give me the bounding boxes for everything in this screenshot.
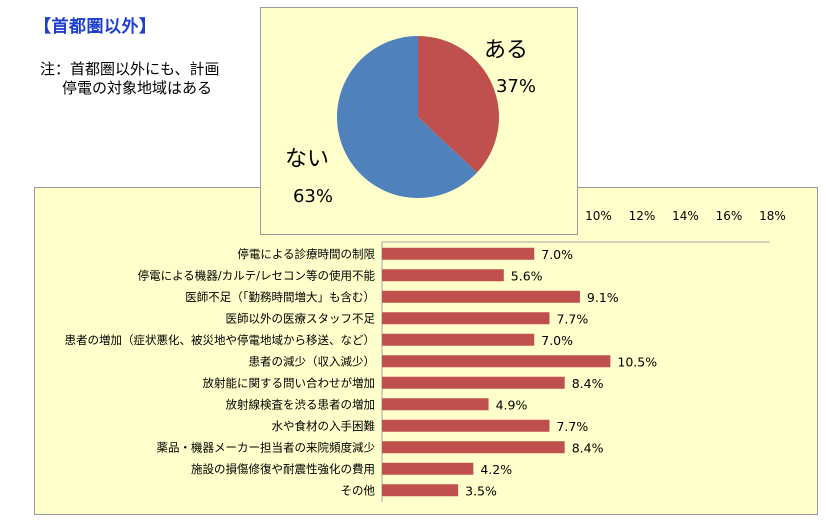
x-tick-label: 16% — [716, 209, 743, 223]
x-tick-label: 18% — [759, 209, 786, 223]
bar-value-label: 7.0% — [541, 333, 573, 348]
bar-chart: 10% 12% 14% 16% 18% 停電による診療時間の制限 7.0% 停電による機器/カ… — [65, 209, 786, 502]
bar — [382, 355, 611, 368]
bar — [382, 290, 580, 303]
bar — [382, 376, 565, 389]
category-label: 医師以外の医療スタッフ不足 — [226, 311, 376, 325]
bar — [382, 419, 550, 432]
bar-value-label: 9.1% — [587, 290, 619, 305]
bar-value-label: 10.5% — [617, 354, 657, 369]
bar — [382, 247, 535, 260]
category-label: 水や食材の入手困難 — [272, 419, 376, 433]
pie-slice-label: ある — [484, 38, 528, 63]
category-label: その他 — [341, 483, 376, 497]
category-label: 患者の減少（収入減少） — [249, 354, 376, 368]
category-label: 施設の損傷修復や耐震性強化の費用 — [191, 462, 375, 476]
bar-value-label: 7.7% — [556, 311, 588, 326]
bar-value-label: 8.4% — [572, 376, 604, 391]
bar-value-label: 7.0% — [541, 247, 573, 262]
category-label: 患者の増加（症状悪化、被災地や停電地域から移送、など） — [65, 333, 376, 347]
pie-slice-value: 37% — [496, 76, 536, 97]
footnote-line-1: 注：首都圏以外にも、計画 — [40, 60, 220, 78]
bar-value-label: 3.5% — [465, 483, 497, 498]
bar-value-label: 4.9% — [496, 397, 528, 412]
bar — [382, 484, 459, 497]
category-label: 医師不足（「勤務時間増大」も含む） — [185, 290, 375, 304]
pie-slice-0 — [418, 36, 499, 173]
pie-chart-panel: ある 37% ない 63% — [260, 7, 578, 235]
bar-chart-panel: 10% 12% 14% 16% 18% 停電による診療時間の制限 7.0% 停電による機器/カ… — [34, 187, 818, 515]
pie-slice-label: ない — [285, 147, 329, 172]
category-label: 停電による診療時間の制限 — [237, 247, 375, 261]
bar-value-label: 4.2% — [480, 462, 512, 477]
bar-value-label: 5.6% — [511, 268, 543, 283]
category-label: 放射能に関する問い合わせが増加 — [203, 376, 376, 390]
category-label: 薬品・機器メーカー担当者の来院頻度減少 — [157, 440, 376, 454]
x-tick-label: 12% — [629, 209, 656, 223]
pie-slice-1 — [337, 36, 478, 198]
x-tick-label: 10% — [585, 209, 612, 223]
bar-value-label: 8.4% — [572, 440, 604, 455]
page-heading: 【首都圏以外】 — [34, 17, 157, 37]
category-label: 放射線検査を渋る患者の増加 — [226, 397, 376, 411]
pie-slice-value: 63% — [293, 186, 333, 207]
bar — [382, 312, 550, 325]
x-tick-label: 14% — [672, 209, 699, 223]
category-label: 停電による機器/カルテ/レセコン等の使用不能 — [138, 268, 376, 282]
footnote: 注：首都圏以外にも、計画 停電の対象地域はある — [40, 60, 220, 98]
bar — [382, 398, 489, 411]
bar — [382, 333, 535, 346]
bar-value-label: 7.7% — [556, 419, 588, 434]
footnote-line-2: 停電の対象地域はある — [62, 79, 213, 97]
bar — [382, 269, 504, 282]
pie-chart: ある 37% ない 63% — [285, 36, 536, 207]
bar — [382, 441, 565, 454]
bar — [382, 462, 474, 475]
